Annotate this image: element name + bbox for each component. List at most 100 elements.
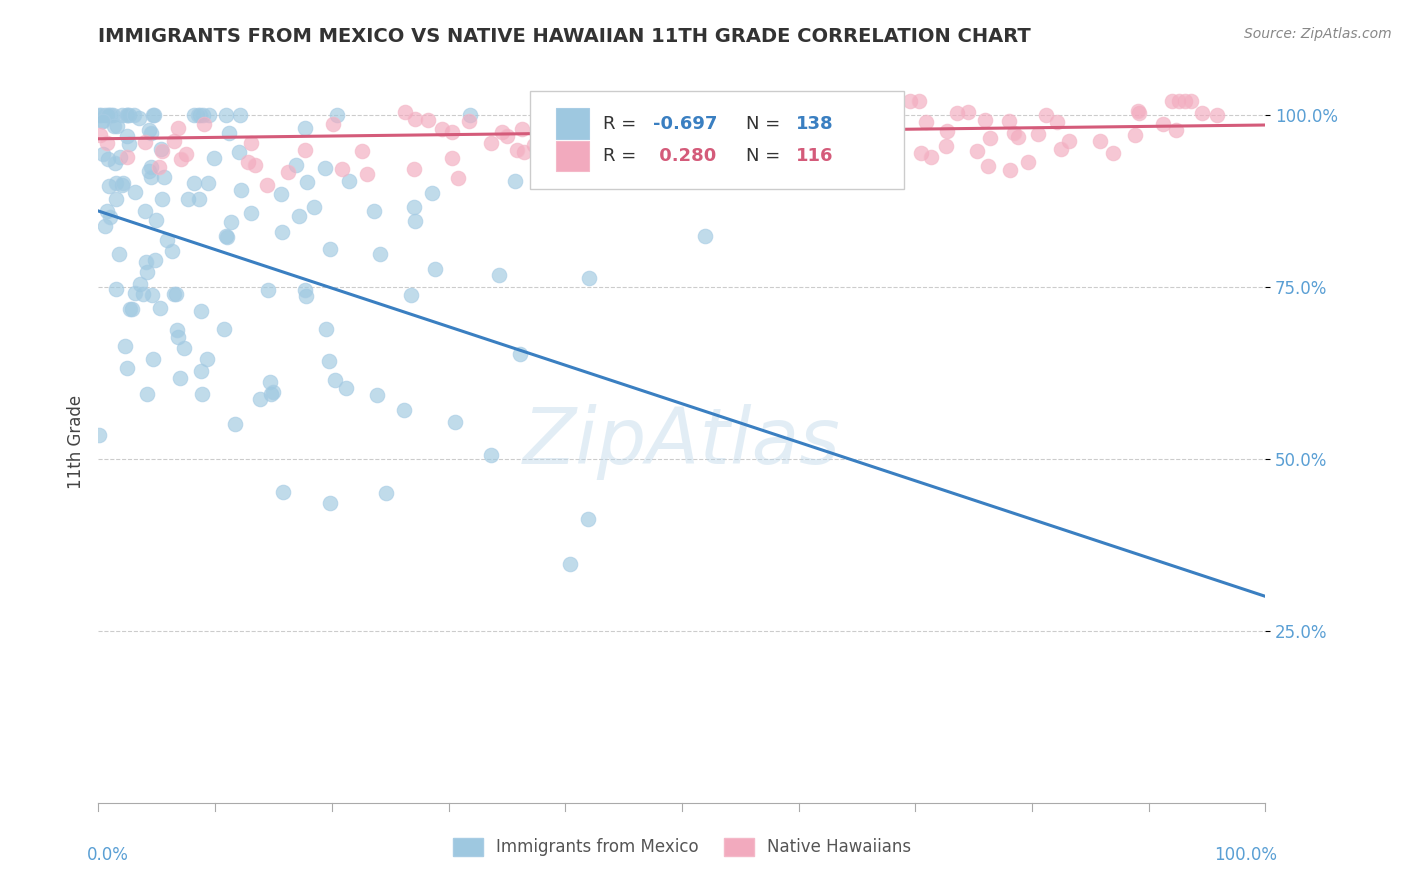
Point xyxy=(143,253,166,268)
Point xyxy=(633,136,655,151)
Point xyxy=(148,160,170,174)
Point xyxy=(966,144,988,158)
Point xyxy=(695,229,717,244)
Point xyxy=(323,373,346,387)
Point xyxy=(605,170,627,185)
Point xyxy=(1035,107,1057,121)
Point xyxy=(135,255,157,269)
Point xyxy=(183,108,205,122)
Point xyxy=(115,128,138,143)
Point xyxy=(96,136,118,150)
Point xyxy=(239,206,262,220)
Point xyxy=(112,176,135,190)
Point xyxy=(98,179,121,194)
Point xyxy=(150,193,173,207)
Text: 100.0%: 100.0% xyxy=(1213,847,1277,864)
Text: 0.280: 0.280 xyxy=(652,147,716,165)
Point xyxy=(368,247,391,261)
Point xyxy=(977,160,1000,174)
Point xyxy=(627,117,650,131)
Point xyxy=(935,139,957,153)
Point xyxy=(416,112,439,127)
Point xyxy=(122,108,145,122)
Point xyxy=(105,176,128,190)
Point xyxy=(224,417,246,431)
Point xyxy=(256,178,278,192)
Point xyxy=(394,105,416,120)
Point xyxy=(979,130,1001,145)
Point xyxy=(560,557,582,571)
Point xyxy=(108,150,131,164)
Point xyxy=(685,165,707,179)
Point xyxy=(561,117,583,131)
Point xyxy=(134,136,156,150)
Point xyxy=(506,143,529,157)
Point xyxy=(166,323,188,337)
Point xyxy=(139,160,162,174)
Point xyxy=(129,277,152,291)
Point xyxy=(420,186,443,201)
Point xyxy=(163,287,186,301)
Point xyxy=(1164,123,1187,137)
Point xyxy=(132,286,155,301)
Point xyxy=(217,230,239,244)
Text: R =: R = xyxy=(603,147,641,165)
Point xyxy=(957,105,980,120)
Point xyxy=(868,103,890,118)
Point xyxy=(1026,128,1049,142)
Text: 0.0%: 0.0% xyxy=(87,847,128,864)
FancyBboxPatch shape xyxy=(555,141,589,171)
Point xyxy=(297,175,319,189)
Point xyxy=(187,192,209,206)
Point xyxy=(706,151,728,165)
Point xyxy=(262,385,284,400)
Point xyxy=(617,138,640,153)
Point xyxy=(1152,116,1174,130)
Point xyxy=(568,114,591,128)
Point xyxy=(335,381,357,395)
Point xyxy=(170,152,193,166)
Point xyxy=(1161,94,1184,108)
Point xyxy=(1180,94,1202,108)
Point xyxy=(617,126,640,140)
Point xyxy=(859,109,882,123)
Point xyxy=(366,388,388,402)
Point xyxy=(141,126,163,140)
Point xyxy=(686,129,709,144)
Point xyxy=(1168,94,1191,108)
Point xyxy=(688,160,710,174)
Point xyxy=(183,177,205,191)
Point xyxy=(571,136,593,151)
Point xyxy=(139,169,162,184)
Point xyxy=(197,176,219,190)
Text: R =: R = xyxy=(603,115,641,133)
Point xyxy=(118,302,141,317)
Point xyxy=(404,112,426,127)
Point xyxy=(839,139,862,153)
Point xyxy=(314,161,336,175)
Point xyxy=(219,215,242,229)
Point xyxy=(1128,106,1150,120)
Point xyxy=(294,121,316,136)
Point xyxy=(560,156,582,170)
Point xyxy=(138,163,160,178)
Point xyxy=(631,145,654,160)
Point xyxy=(135,265,157,279)
Point xyxy=(215,108,238,122)
Point xyxy=(270,225,292,239)
Point xyxy=(98,108,121,122)
Point xyxy=(117,108,139,122)
Point xyxy=(898,94,921,108)
Point xyxy=(405,214,427,228)
Point xyxy=(600,140,623,154)
Point xyxy=(1007,129,1029,144)
Point xyxy=(998,114,1021,128)
Text: -0.697: -0.697 xyxy=(652,115,717,133)
Point xyxy=(614,128,637,142)
Point xyxy=(643,109,665,123)
Point xyxy=(294,143,316,157)
Point xyxy=(337,174,360,188)
Point xyxy=(212,321,235,335)
Point xyxy=(91,147,114,161)
Point xyxy=(111,108,134,122)
